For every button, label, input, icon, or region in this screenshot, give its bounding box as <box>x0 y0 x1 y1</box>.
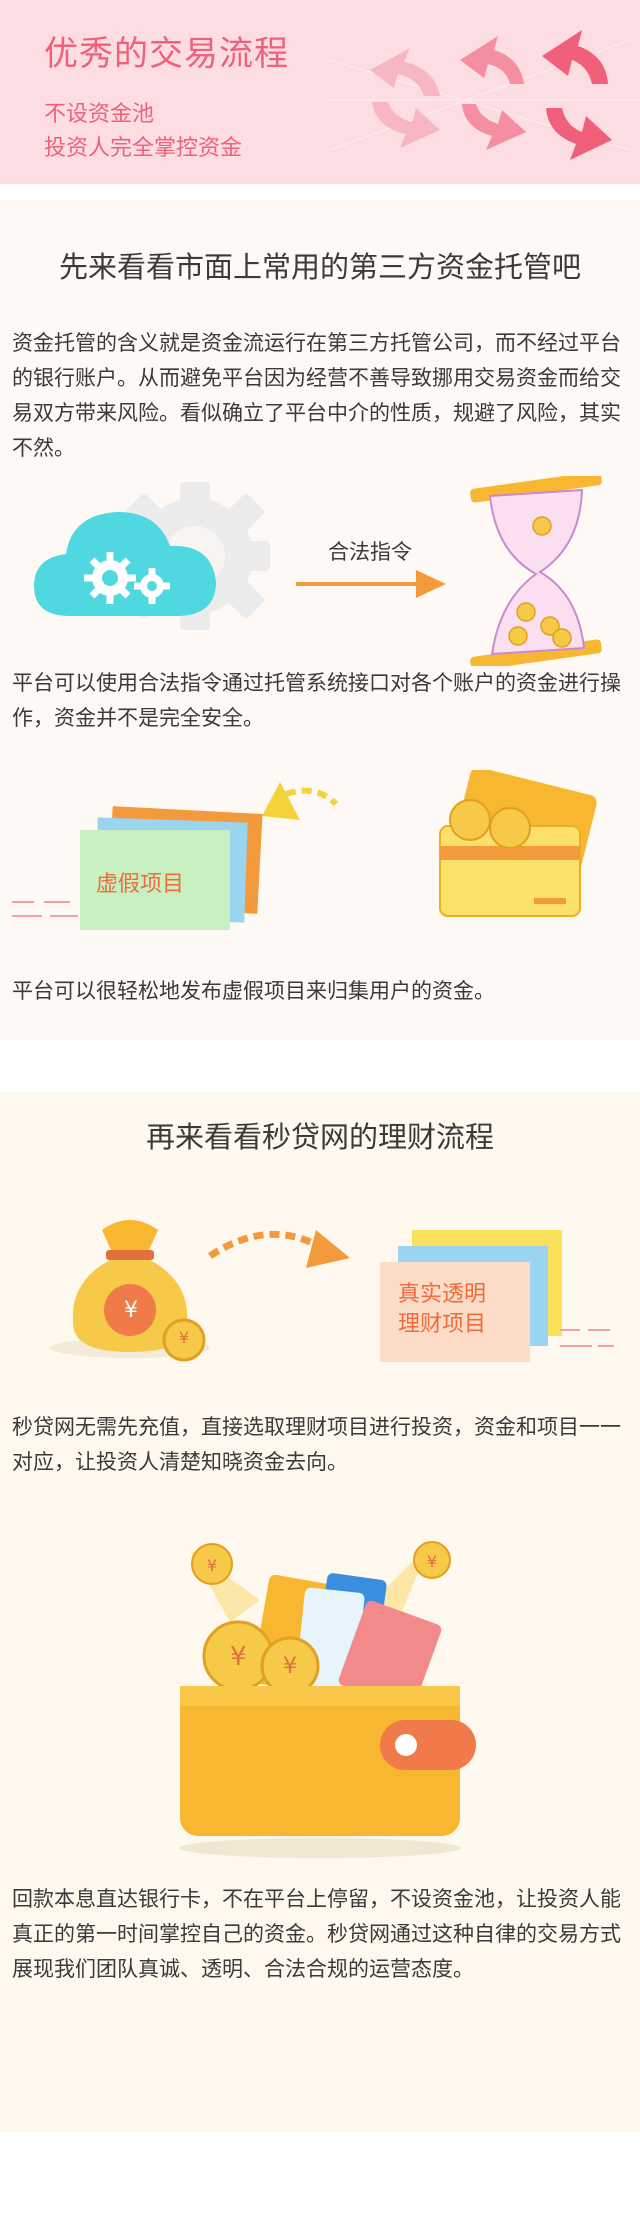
fake-project-graphic <box>12 770 597 930</box>
flow-paragraph-1: 秒贷网无需先充值，直接选取理财项目进行投资，资金和项目一一对应，让投资人清楚知晓… <box>12 1415 621 1474</box>
yen-symbol-coin-big: ¥ <box>230 1642 247 1672</box>
custody-section-heading: 先来看看市面上常用的第三方资金托管吧 <box>58 250 581 284</box>
custody-paragraph-2: 平台可以使用合法指令通过托管系统接口对各个账户的资金进行操作，资金并不是完全安全… <box>12 671 621 730</box>
yen-symbol-coin-left: ¥ <box>206 1556 218 1575</box>
money-bag-graphic <box>50 1220 614 1362</box>
yen-symbol-coin-mid: ¥ <box>283 1654 297 1679</box>
flow-section-heading: 再来看看秒贷网的理财流程 <box>145 1120 494 1154</box>
header-subtitle-no-fund-pool: 不设资金池 <box>44 102 155 127</box>
circular-arrows-icon <box>330 30 640 160</box>
wallet-icon <box>180 1541 476 1858</box>
fake-project-illustration: 虚假项目 <box>0 770 640 940</box>
custody-paragraph-1: 资金托管的含义就是资金流运行在第三方托管公司，而不经过平台的银行账户。从而避免平… <box>12 331 621 460</box>
header-banner: 优秀的交易流程 不设资金池 投资人完全掌控资金 <box>0 0 640 184</box>
flow-paragraph-2: 回款本息直达银行卡，不在平台上停留，不设资金池，让投资人能真正的第一时间掌控自己… <box>12 1887 621 1981</box>
custody-illustration: 合法指令 <box>20 476 620 666</box>
header-subtitle-investor-control: 投资人完全掌控资金 <box>44 136 243 161</box>
custody-paragraph-3: 平台可以很轻松地发布虚假项目来归集用户的资金。 <box>12 979 495 1003</box>
arrow-right-icon <box>296 570 446 598</box>
hourglass-icon <box>470 476 602 666</box>
yen-symbol-bag: ¥ <box>124 1298 138 1323</box>
real-project-label-line-1: 真实透明 <box>398 1282 487 1307</box>
legal-instruction-label: 合法指令 <box>328 540 412 564</box>
yen-symbol-coin-right: ¥ <box>426 1552 438 1571</box>
cloud-gear-icon <box>34 512 216 616</box>
yen-symbol-coin: ¥ <box>178 1328 190 1347</box>
real-project-label: 真实透明 理财项目 <box>398 1280 486 1340</box>
header-title: 优秀的交易流程 <box>44 34 289 74</box>
real-project-illustration: ¥ ¥ 真实透明 理财项目 <box>0 1200 640 1380</box>
real-project-label-line-2: 理财项目 <box>398 1312 487 1337</box>
fake-project-label: 虚假项目 <box>96 872 185 897</box>
wallet-illustration: ¥ ¥ ¥ ¥ <box>150 1530 490 1860</box>
